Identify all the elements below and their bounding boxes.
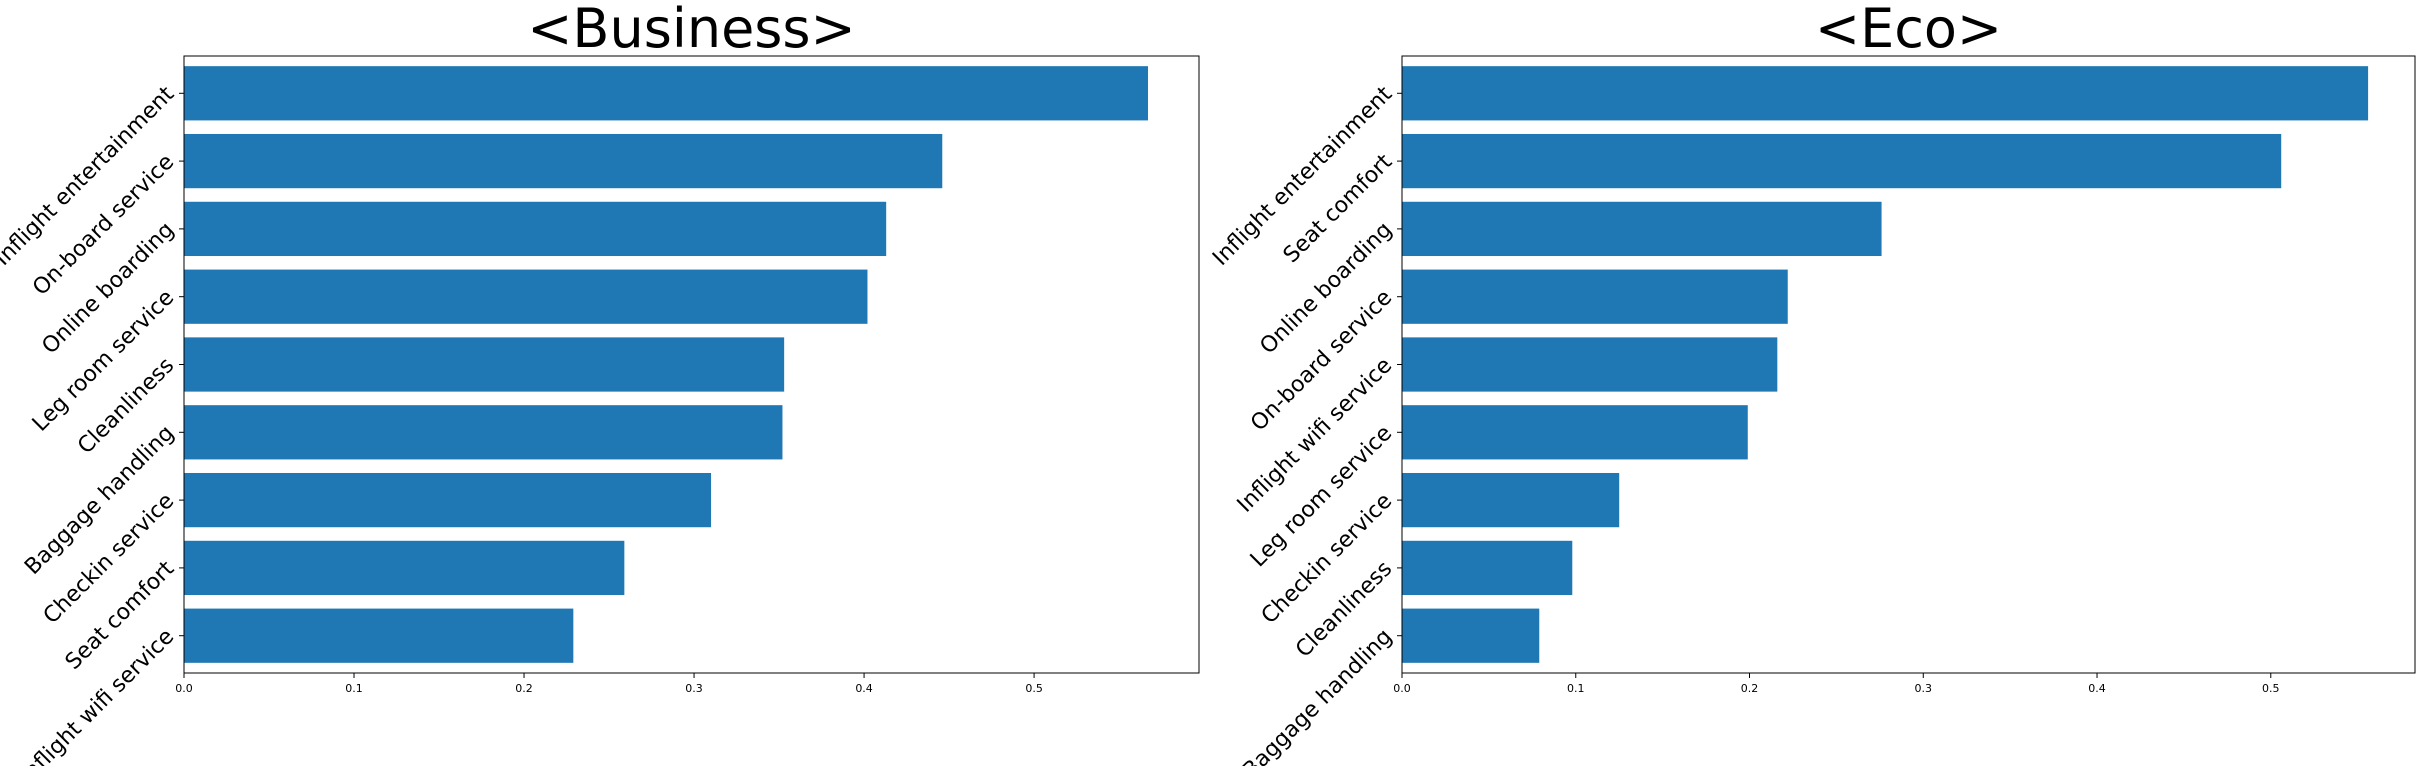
business-chart-panel: <Business> Inflight entertainment On-board… [0, 0, 1200, 766]
business-chart-title: <Business> [527, 0, 856, 60]
eco-xtick-label: 0.2 [1741, 682, 1759, 695]
eco-bar-leg-room-service [1402, 405, 1748, 460]
business-xtick-label: 0.3 [685, 682, 703, 695]
eco-bar-cleanliness [1402, 540, 1573, 596]
business-xtick-label: 0.2 [515, 682, 533, 695]
business-xtick-label: 0.1 [345, 682, 363, 695]
business-bar-leg-room-service [184, 269, 868, 324]
eco-bar-baggage-handling [1402, 608, 1540, 663]
business-bar-seat-comfort [184, 540, 625, 596]
business-bar-checkin-service [184, 472, 712, 528]
business-bar-online-boarding [184, 201, 887, 257]
business-xtick-label: 0.4 [855, 682, 873, 695]
eco-chart-panel: <Eco> Inflight entertainment Seat comfort O… [1212, 0, 2423, 766]
eco-chart-title: <Eco> [1815, 0, 2002, 60]
business-bar-cleanliness [184, 337, 785, 392]
eco-bar-inflight-wifi-service [1402, 337, 1778, 392]
eco-xtick-label: 0.1 [1567, 682, 1585, 695]
eco-xtick-label: 0.3 [1915, 682, 1933, 695]
business-plot-frame [183, 55, 1200, 674]
business-xtick-label: 0.5 [1025, 682, 1043, 695]
business-bar-on-board-service [184, 133, 943, 189]
eco-xtick-label: 0.0 [1393, 682, 1411, 695]
business-bar-inflight-wifi-service [184, 608, 574, 663]
business-bar-inflight-entertainment [184, 66, 1148, 121]
business-bar-baggage-handling [184, 405, 783, 460]
business-chart: <Business>Inflight entertainmentOn-board… [0, 0, 1200, 766]
eco-bar-on-board-service [1402, 269, 1788, 324]
eco-bar-seat-comfort [1402, 133, 2282, 189]
eco-xtick-label: 0.5 [2262, 682, 2280, 695]
eco-plot-frame [1401, 55, 2416, 674]
eco-bar-checkin-service [1402, 472, 1620, 528]
business-xtick-label: 0.0 [175, 682, 193, 695]
eco-xtick-label: 0.4 [2088, 682, 2106, 695]
eco-bar-online-boarding [1402, 201, 1882, 257]
eco-bar-inflight-entertainment [1402, 66, 2369, 121]
